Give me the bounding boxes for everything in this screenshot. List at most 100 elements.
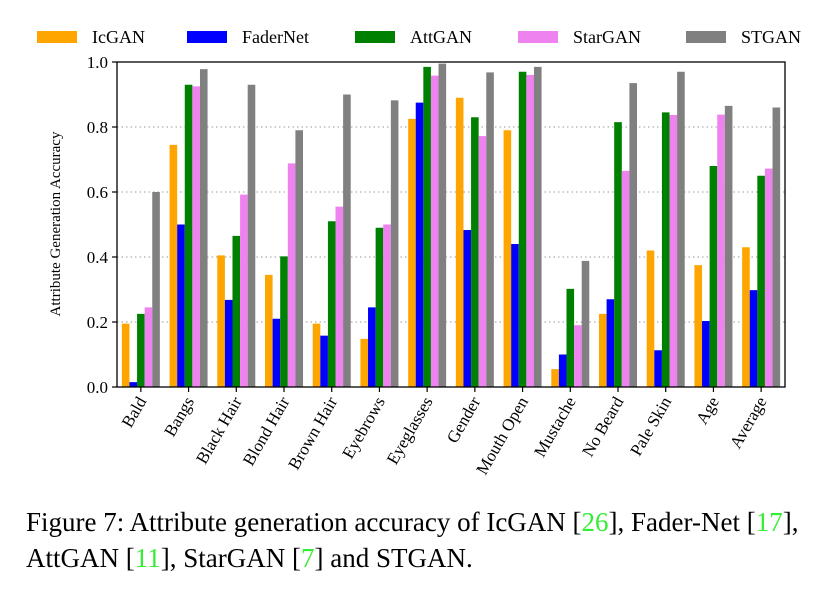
gridlines (117, 126, 785, 323)
y-axis-label: Attribute Generation Accuracy (48, 131, 64, 316)
legend-swatch (37, 31, 77, 43)
bar-fadernet (415, 102, 424, 388)
bar-stargan (240, 194, 248, 387)
bar-fadernet (272, 318, 281, 387)
bar-stgan (199, 69, 208, 388)
bar-stgan (152, 192, 160, 387)
bar-attgan (375, 227, 384, 387)
bar-attgan (709, 166, 718, 387)
citation-link[interactable]: 26 (581, 507, 609, 537)
bar-stgan (390, 100, 399, 387)
x-tick-label: Pale Skin (626, 393, 675, 459)
bar-stargan (717, 114, 725, 388)
bar-stargan (574, 325, 582, 387)
legend: IcGAN FaderNet AttGAN StarGAN STGAN (37, 27, 801, 47)
bar-stgan (486, 72, 494, 388)
caption-text: ] and STGAN. (314, 543, 473, 573)
bar-stargan (669, 114, 678, 387)
x-tick-label: Blond Hair (239, 393, 294, 469)
bar-fadernet (702, 321, 710, 387)
x-tick-label: No Beard (578, 393, 628, 460)
bar-stgan (533, 66, 542, 388)
bar-attgan (614, 122, 622, 388)
x-tick-label: Age (692, 394, 723, 428)
legend-swatch (187, 31, 227, 43)
x-tick-label: Black Hair (192, 393, 246, 467)
bar-icgan (551, 369, 559, 388)
bar-attgan (757, 175, 765, 387)
bar-stargan (478, 136, 487, 387)
bar-icgan (265, 274, 273, 388)
bar-stargan (430, 75, 439, 388)
bar-stgan (581, 260, 590, 387)
caption-text: ], StarGAN [ (160, 543, 301, 573)
caption-text: ], Fader-Net [ (608, 507, 756, 537)
bar-stgan (629, 83, 637, 388)
bar-fadernet (129, 382, 138, 388)
bar-icgan (169, 144, 178, 388)
legend-label: StarGAN (573, 27, 641, 47)
y-tick-label: 0.2 (87, 313, 108, 332)
bar-fadernet (654, 350, 662, 387)
bar-stargan (383, 224, 391, 387)
bar-attgan (661, 112, 670, 388)
bar-stgan (724, 105, 733, 388)
bar-icgan (742, 247, 750, 387)
bar-stargan (335, 206, 344, 387)
bar-icgan (694, 265, 703, 388)
bar-stargan (621, 170, 630, 388)
legend-swatch (686, 31, 726, 43)
x-tick-label: Eyeglasses (383, 394, 437, 468)
bar-attgan (423, 66, 431, 388)
bar-attgan (327, 221, 336, 387)
legend-label: AttGAN (410, 27, 472, 47)
x-tick-label: Gender (443, 393, 485, 446)
legend-label: STGAN (741, 27, 801, 47)
bar-icgan (121, 323, 130, 388)
bar-icgan (408, 118, 416, 388)
caption-text: ], AttGAN [ (26, 507, 799, 573)
citation-link[interactable]: 11 (134, 543, 161, 573)
bar-fadernet (606, 299, 615, 387)
figure-caption: Figure 7: Attribute generation accuracy … (26, 504, 826, 576)
legend-swatch (355, 31, 395, 43)
bar-fadernet (320, 335, 328, 387)
y-tick-label: 0.0 (87, 378, 108, 397)
bar-stgan (343, 94, 351, 387)
citation-link[interactable]: 7 (300, 543, 315, 573)
bar-attgan (566, 288, 575, 387)
bar-icgan (312, 323, 321, 388)
plot-frame (116, 61, 786, 388)
bar-stgan (438, 63, 447, 388)
bar-icgan (599, 313, 607, 388)
bar-fadernet (558, 354, 567, 387)
bar-fadernet (177, 224, 185, 387)
x-tick-label: Bangs (160, 394, 198, 440)
x-tick-label: Average (726, 394, 771, 452)
bar-fadernet (368, 307, 376, 388)
x-tick-label: Brown Hair (284, 393, 341, 473)
citation-link[interactable]: 17 (755, 507, 783, 537)
bar-attgan (232, 235, 241, 388)
x-tick-label: Eyebrows (338, 394, 388, 462)
bar-stgan (295, 130, 303, 387)
bar-icgan (360, 338, 369, 387)
bar-attgan (280, 256, 288, 387)
bar-stgan (772, 107, 781, 387)
bar-fadernet (463, 230, 472, 387)
bar-fadernet (224, 299, 233, 387)
y-tick-label: 0.8 (87, 118, 108, 137)
y-tick-label: 1.0 (87, 53, 108, 72)
bar-stgan (247, 84, 256, 387)
bar-icgan (503, 130, 512, 387)
bar-fadernet (749, 290, 758, 387)
bar-icgan (217, 255, 225, 388)
bar-attgan (184, 84, 193, 387)
y-axis: 0.0 0.2 0.4 0.6 0.8 1.0 (87, 53, 117, 397)
x-tick-label: Bald (118, 393, 151, 431)
bar-attgan (137, 313, 145, 388)
bar-fadernet (511, 244, 519, 387)
legend-swatch (518, 31, 558, 43)
bar-attgan (518, 71, 527, 387)
